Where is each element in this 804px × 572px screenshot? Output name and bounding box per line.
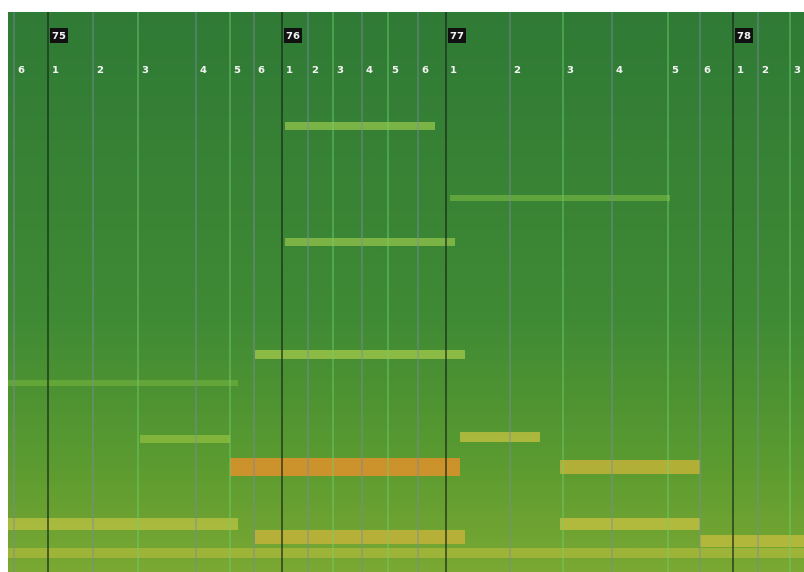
beat-label: 1 bbox=[286, 65, 293, 76]
bar-label-bg bbox=[448, 28, 466, 43]
beat-label: 4 bbox=[616, 65, 623, 76]
beat-label: 1 bbox=[737, 65, 744, 76]
beat-label: 5 bbox=[672, 65, 679, 76]
beat-label: 2 bbox=[97, 65, 104, 76]
beat-label: 4 bbox=[366, 65, 373, 76]
spectrogram bbox=[8, 12, 804, 572]
beat-label: 2 bbox=[312, 65, 319, 76]
beat-label: 3 bbox=[142, 65, 149, 76]
beat-label: 3 bbox=[337, 65, 344, 76]
beat-label: 6 bbox=[704, 65, 711, 76]
beat-label: 6 bbox=[258, 65, 265, 76]
beat-label: 2 bbox=[514, 65, 521, 76]
beat-label: 6 bbox=[422, 65, 429, 76]
bar-label: 75 bbox=[52, 31, 66, 42]
bar-label-bg bbox=[50, 28, 68, 43]
bar-label: 78 bbox=[737, 31, 751, 42]
beat-label: 2 bbox=[762, 65, 769, 76]
bar-label: 77 bbox=[450, 31, 464, 42]
beat-label: 3 bbox=[567, 65, 574, 76]
beat-label: 5 bbox=[234, 65, 241, 76]
beat-label: 5 bbox=[392, 65, 399, 76]
beat-label: 3 bbox=[794, 65, 801, 76]
bar-label-bg bbox=[284, 28, 302, 43]
beat-label: 4 bbox=[200, 65, 207, 76]
beat-label: 6 bbox=[18, 65, 25, 76]
beat-grid: 6 1 2 3 4 5 6 1 2 3 4 5 6 1 2 3 4 5 6 1 2 3 75 76 77 78 bbox=[13, 12, 801, 572]
bar-label: 76 bbox=[286, 31, 300, 42]
beat-label: 1 bbox=[52, 65, 59, 76]
bar-label-bg bbox=[735, 28, 753, 43]
beat-label: 1 bbox=[450, 65, 457, 76]
